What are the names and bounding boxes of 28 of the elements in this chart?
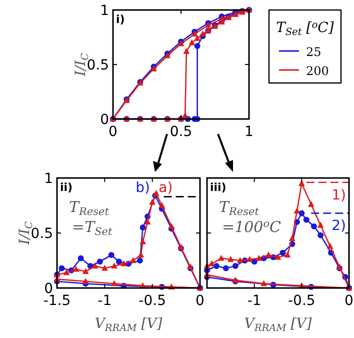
y-tick-label: 0 [100, 112, 109, 128]
x-tick-label: 0 [196, 293, 204, 309]
x-axis-title: V$_{RRAM}$ [V] [94, 316, 163, 334]
x-tick-label: 1 [244, 124, 254, 140]
legend-label: 200 [306, 64, 329, 78]
y-tick-label: 0.5 [86, 58, 109, 74]
annotation: i) [116, 13, 125, 26]
x-tick-label: -1 [247, 293, 262, 309]
x-tick-label: -1 [98, 293, 112, 309]
annotation: T$_{Reset}$ =T$_{Set}$ [69, 198, 113, 238]
x-tick-label: -0.5 [288, 293, 316, 309]
annotation: iii) [210, 181, 226, 194]
legend-title: T$_{Set}$ [$^{o}$C] [276, 20, 334, 38]
series-label: 1) [332, 187, 346, 204]
x-tick-label: 0 [344, 293, 354, 309]
annotation: ii) [60, 181, 73, 194]
legend-label: 25 [306, 45, 322, 59]
y-tick-label: 1 [44, 171, 53, 187]
annotation: b) [136, 180, 150, 196]
x-tick-label: -0.5 [138, 293, 166, 309]
series-label: 2) [332, 218, 346, 234]
annotation: T$_{Reset}$ =100$^{o}$C [219, 198, 282, 236]
x-axis-title: V$_{RRAM}$ [V] [244, 316, 312, 334]
y-tick-label: 1 [100, 3, 109, 19]
annotation: a) [158, 180, 173, 196]
x-tick-label: -1.5 [43, 293, 71, 309]
y-tick-label: 0.5 [30, 226, 53, 242]
x-tick-label: 0.5 [170, 124, 192, 140]
